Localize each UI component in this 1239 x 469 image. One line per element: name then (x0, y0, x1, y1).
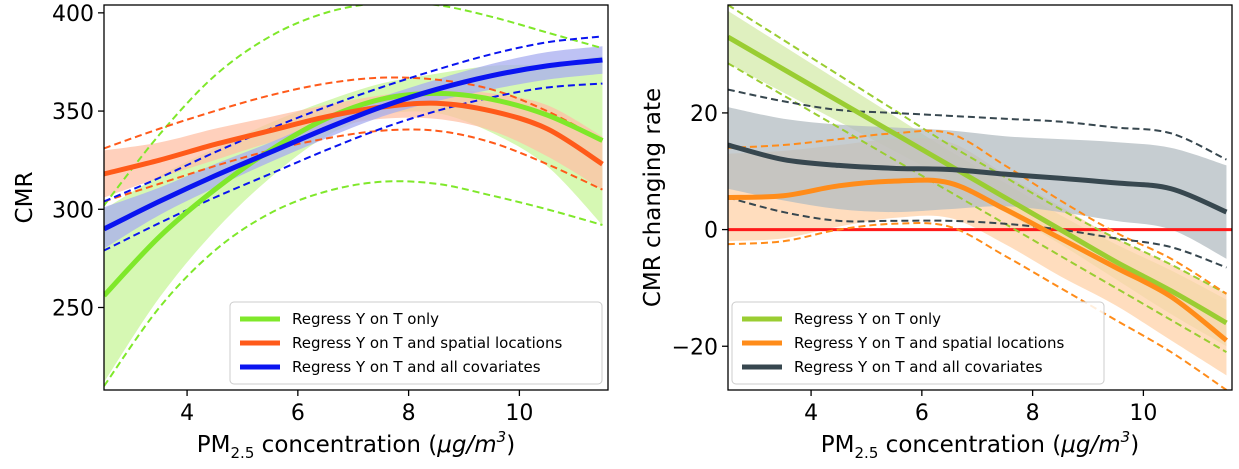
series-lines (728, 34, 1229, 343)
dashed-bound-2-lower (104, 128, 603, 203)
legend-entry: Regress Y on T and spatial locations (794, 334, 1064, 352)
plot-frame (727, 4, 1233, 391)
legend-entry: Regress Y on T and all covariates (794, 358, 1043, 376)
dashed-bound-1-upper (728, 5, 1227, 295)
series-line-3 (728, 142, 1228, 215)
x-tick-label: 4 (804, 401, 818, 426)
x-tick-label: 10 (1129, 401, 1157, 426)
plot-frame (103, 4, 609, 391)
x-ticks: 4 6 8 10 (804, 390, 1157, 426)
dashed-bound-1-lower (104, 180, 603, 387)
y-axis-label: CMR changing rate (640, 88, 666, 307)
confidence-band-2 (104, 89, 603, 198)
x-tick-label: 8 (402, 401, 416, 426)
y-tick-label: 20 (690, 102, 718, 127)
x-tick-label: 4 (180, 401, 194, 426)
x-ticks: 4 6 8 10 (180, 390, 533, 426)
x-axis-label: PM2.5 concentration (μg/m3) (821, 428, 1139, 462)
legend-box (731, 301, 1105, 385)
dashed-bound-1-lower (728, 62, 1227, 353)
series-line-2 (728, 177, 1229, 343)
dashed-bound-2-upper (104, 76, 603, 150)
y-tick-label: −20 (672, 335, 718, 360)
y-tick-label: 300 (52, 198, 94, 223)
series-line-1 (728, 34, 1228, 326)
y-tick-label: 250 (52, 297, 94, 322)
dashed-bound-3-upper (104, 35, 603, 203)
dashed-bound-2-lower (728, 222, 1228, 390)
y-ticks: −20 0 20 (672, 102, 728, 360)
legend-box (229, 301, 603, 385)
legend-entry: Regress Y on T and all covariates (292, 358, 541, 376)
dashed-bound-3-lower (728, 196, 1227, 269)
x-tick-label: 6 (915, 401, 929, 426)
y-tick-label: 0 (704, 219, 718, 244)
cmr-rate-panel: 4 6 8 10 −20 0 20 CMR changing rate PM2.5 con… (640, 4, 1233, 462)
legend-entry: Regress Y on T and spatial locations (292, 334, 562, 352)
series-line-2 (104, 100, 604, 177)
dashed-bounds (728, 5, 1228, 390)
y-axis-label: CMR (12, 172, 38, 224)
legend-entry: Regress Y on T only (292, 310, 439, 328)
legend: Regress Y on T only Regress Y on T and sp… (731, 301, 1105, 385)
x-tick-label: 10 (505, 401, 533, 426)
legend-entry: Regress Y on T only (794, 310, 941, 328)
series-line-3 (104, 57, 603, 232)
dashed-bound-1-upper (104, 5, 603, 206)
y-tick-label: 400 (52, 2, 94, 27)
x-tick-label: 6 (291, 401, 305, 426)
x-axis-label: PM2.5 concentration (μg/m3) (197, 428, 515, 462)
x-tick-label: 8 (1026, 401, 1040, 426)
y-ticks: 250 300 350 400 (52, 2, 104, 322)
legend: Regress Y on T only Regress Y on T and sp… (229, 301, 603, 385)
series-lines (104, 57, 604, 298)
dashed-bound-2-upper (728, 129, 1227, 295)
cmr-panel: 4 6 8 10 250 300 350 400 CMR PM2.5 concentrati… (12, 2, 609, 462)
y-tick-label: 350 (52, 100, 94, 125)
